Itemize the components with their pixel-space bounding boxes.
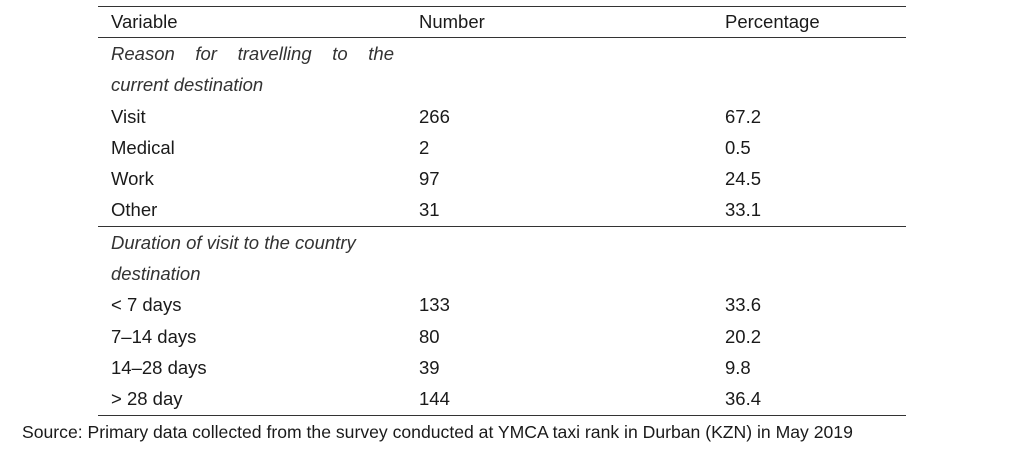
- section-title: Duration of visit to the country: [98, 225, 406, 259]
- header-percentage: Percentage: [712, 6, 906, 38]
- section-title-row: current destination: [98, 69, 906, 100]
- section-title: destination: [111, 263, 201, 285]
- row-label: Work: [111, 168, 154, 190]
- row-label: 14–28 days: [111, 356, 207, 378]
- row-percentage: 67.2: [725, 105, 762, 127]
- row-percentage: 33.1: [725, 199, 762, 221]
- table-row: Other 31 33.1: [98, 194, 906, 226]
- row-percentage: 33.6: [725, 294, 762, 316]
- row-percentage: 24.5: [725, 168, 762, 190]
- row-label: Visit: [111, 105, 146, 127]
- row-number: 80: [419, 325, 440, 347]
- table-row: 7–14 days 80 20.2: [98, 321, 906, 352]
- source-note: Source: Primary data collected from the …: [22, 422, 853, 442]
- header-number: Number: [406, 6, 712, 38]
- table-row: Visit 266 67.2: [98, 101, 906, 132]
- section-title: current destination: [111, 74, 264, 96]
- row-label: Other: [111, 199, 158, 221]
- header-variable: Variable: [98, 6, 406, 38]
- table-row: Work 97 24.5: [98, 163, 906, 194]
- header-row: Variable Number Percentage: [98, 6, 906, 38]
- row-number: 39: [419, 356, 440, 378]
- row-label: < 7 days: [111, 294, 182, 316]
- table-row: 14–28 days 39 9.8: [98, 352, 906, 383]
- row-label: Medical: [111, 136, 175, 158]
- row-percentage: 0.5: [725, 136, 751, 158]
- row-percentage: 36.4: [712, 383, 906, 416]
- table-row: Medical 2 0.5: [98, 132, 906, 163]
- row-number: 2: [419, 136, 430, 158]
- row-label: > 28 day: [98, 383, 406, 416]
- row-number: 31: [419, 199, 440, 221]
- table-row: > 28 day 144 36.4: [98, 383, 906, 416]
- data-table-container: Variable Number Percentage Reason for tr…: [98, 6, 906, 416]
- section-title: Reason for travelling to the: [111, 43, 394, 64]
- table-row: < 7 days 133 33.6: [98, 289, 906, 320]
- section-title-row: Duration of visit to the country: [98, 225, 906, 259]
- row-number: 266: [419, 105, 450, 127]
- row-number: 144: [406, 383, 712, 416]
- section-title-row: Reason for travelling to the: [98, 38, 906, 70]
- row-percentage: 9.8: [725, 356, 751, 378]
- row-percentage: 20.2: [725, 325, 762, 347]
- row-number: 133: [419, 294, 450, 316]
- row-label: 7–14 days: [111, 325, 197, 347]
- survey-table: Variable Number Percentage Reason for tr…: [98, 6, 906, 416]
- section-title-row: destination: [98, 258, 906, 289]
- row-number: 97: [419, 168, 440, 190]
